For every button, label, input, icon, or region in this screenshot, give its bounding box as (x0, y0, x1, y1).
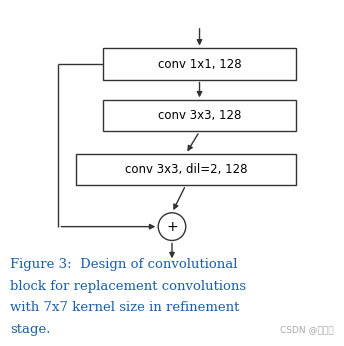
Text: conv 3x3, dil=2, 128: conv 3x3, dil=2, 128 (125, 163, 247, 176)
Text: Figure 3:  Design of convolutional: Figure 3: Design of convolutional (10, 258, 238, 271)
Bar (103, 100, 296, 131)
Bar (103, 48, 296, 80)
Text: block for replacement convolutions: block for replacement convolutions (10, 280, 246, 293)
Text: with 7x7 kernel size in refinement: with 7x7 kernel size in refinement (10, 301, 240, 315)
Bar (76, 154, 296, 185)
Text: +: + (166, 220, 178, 234)
Text: conv 1x1, 128: conv 1x1, 128 (158, 57, 241, 71)
Text: stage.: stage. (10, 323, 51, 336)
Circle shape (158, 213, 186, 240)
Text: conv 3x3, 128: conv 3x3, 128 (158, 109, 241, 122)
Text: CSDN @安准葥: CSDN @安准葥 (280, 325, 334, 334)
